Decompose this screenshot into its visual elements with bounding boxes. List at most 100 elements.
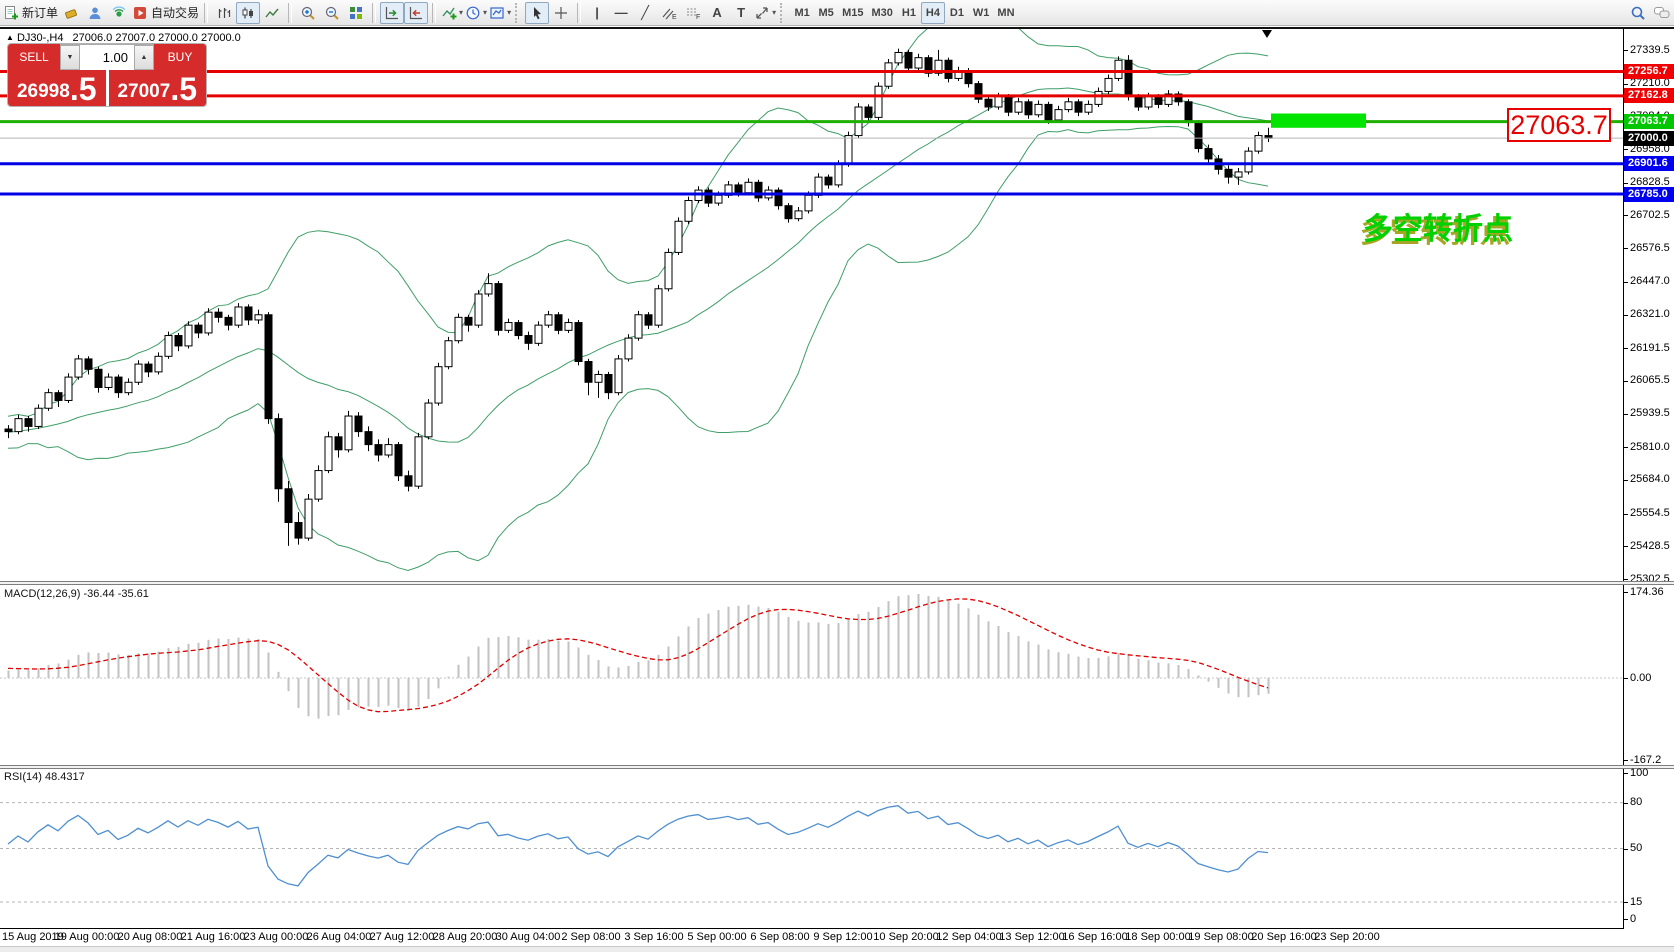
horizontal-line-button[interactable]: — [609, 2, 633, 24]
macd-axis[interactable]: 174.36 0.00 -167.2 [1623, 585, 1674, 766]
indicators-button[interactable]: ▾ [440, 2, 464, 24]
volume-spinner: ▼ 1.00 ▲ [60, 44, 154, 70]
tf-h4-button[interactable]: H4 [920, 1, 945, 24]
collapse-trade-panel-icon[interactable]: ▲ [6, 33, 14, 42]
panel-splitter[interactable] [0, 581, 1674, 585]
buy-button[interactable]: BUY [154, 44, 206, 70]
vertical-line-button[interactable]: | [585, 2, 609, 24]
tile-windows-button[interactable] [344, 2, 368, 24]
autotrading-button[interactable]: 自动交易 [131, 2, 200, 24]
zoom-in-button[interactable] [296, 2, 320, 24]
time-label: 3 Sep 16:00 [624, 931, 684, 943]
tf-h1-button[interactable]: H1 [901, 6, 916, 19]
line-chart-button[interactable] [260, 2, 284, 24]
market-icon [87, 5, 103, 21]
tf-m1-button[interactable]: M1 [794, 6, 810, 19]
fibonacci-icon: F [685, 5, 701, 21]
tf-w1-button[interactable]: W1 [972, 6, 990, 19]
price-tick-label: 26191.5 [1630, 341, 1670, 354]
macd-panel[interactable] [0, 586, 1623, 764]
market-button[interactable] [83, 2, 107, 24]
volume-input[interactable]: 1.00 [80, 45, 134, 70]
sell-button[interactable]: SELL [8, 44, 60, 70]
text-button[interactable]: A [705, 2, 729, 24]
time-label: 28 Aug 20:00 [432, 931, 498, 943]
time-label: 30 Aug 04:00 [495, 931, 561, 943]
search-button[interactable] [1626, 2, 1650, 24]
toolbar-separator [204, 2, 209, 23]
horizontal-line-icon: — [614, 5, 628, 20]
axis-tick [1624, 760, 1628, 761]
templates-button[interactable]: ▾ [488, 2, 512, 24]
candlestick-chart-button[interactable] [236, 1, 261, 24]
rsi-axis[interactable]: 100 80 50 15 0 [1623, 767, 1674, 929]
toolbar-grip [780, 2, 787, 23]
axis-tick [1624, 802, 1628, 804]
chart-shift-button[interactable] [404, 1, 429, 24]
volume-increase-button[interactable]: ▲ [134, 45, 154, 70]
price-axis[interactable]: 27339.527210.027084.026958.026828.526702… [1623, 29, 1674, 585]
new-order-button[interactable]: 新订单 [2, 2, 59, 24]
support-line-2-tag: 26785.0 [1624, 186, 1674, 202]
tf-m30-button[interactable]: M30 [871, 6, 893, 19]
axis-tick [1624, 248, 1628, 250]
candles [4, 48, 1273, 546]
signals-button[interactable] [107, 2, 131, 24]
tf-d1-button[interactable]: D1 [949, 6, 964, 19]
fibonacci-button[interactable]: F [681, 2, 705, 24]
panel-border [0, 928, 1623, 929]
support-line-1-tag: 26901.6 [1624, 156, 1674, 172]
volume-decrease-button[interactable]: ▼ [60, 45, 80, 70]
trendline-button[interactable]: ╱ [633, 2, 657, 24]
metaeditor-icon [63, 5, 79, 21]
toolbar-grip [515, 2, 522, 23]
rsi-axis-label: 15 [1630, 895, 1643, 908]
time-label: 9 Sep 12:00 [813, 931, 873, 943]
search-icon [1630, 5, 1646, 21]
auto-scroll-button[interactable] [380, 1, 405, 24]
periods-button[interactable]: ▾ [464, 2, 488, 24]
panel-splitter[interactable] [0, 765, 1674, 769]
chart-canvas [0, 29, 1623, 572]
price-tick-label: 27210.0 [1630, 77, 1670, 90]
tf-m5-button[interactable]: M5 [818, 6, 834, 19]
current-price-line-tag: 27000.0 [1624, 130, 1674, 146]
price-tick-label: 26065.5 [1630, 374, 1670, 387]
metaeditor-button[interactable] [59, 2, 83, 24]
arrows-icon [754, 5, 770, 21]
text-label-button[interactable]: T [729, 2, 753, 24]
buy-price-pip: .5 [170, 71, 198, 106]
sell-price-panel[interactable]: 26998.5 [8, 70, 106, 106]
svg-text:F: F [696, 14, 700, 21]
turning-point-annotation[interactable]: 多空转折点 [1363, 213, 1513, 246]
macd-axis-label: 0.00 [1630, 671, 1652, 684]
channel-button[interactable]: E [657, 2, 681, 24]
tf-mn-button[interactable]: MN [997, 6, 1015, 19]
cursor-button[interactable] [525, 1, 550, 24]
tf-m15-button[interactable]: M15 [842, 6, 864, 19]
buy-price-panel[interactable]: 27007.5 [108, 70, 206, 106]
line-chart-icon [264, 5, 280, 21]
autotrading-icon [132, 5, 148, 21]
time-label: 27 Aug 12:00 [369, 931, 435, 943]
vertical-line-icon: | [595, 5, 599, 20]
trendline-icon: ╱ [641, 5, 649, 20]
price-tick-label: 26702.5 [1630, 208, 1670, 221]
arrows-button[interactable]: ▾ [753, 2, 777, 24]
price-callout-label[interactable]: 27063.7 [1507, 108, 1611, 142]
time-axis[interactable]: 15 Aug 2019 19 Aug 00:00 20 Aug 08:00 21 Au… [0, 929, 1674, 946]
chat-button[interactable] [1650, 2, 1674, 24]
main-chart-panel[interactable]: ▲ DJ30-,H4 27006.0 27007.0 27000.0 27000… [0, 29, 1623, 581]
resistance-line-1-tag: 27256.7 [1624, 64, 1674, 79]
tile-windows-icon [348, 5, 364, 21]
rsi-panel[interactable] [0, 769, 1623, 928]
axis-tick [1624, 447, 1628, 449]
zoom-out-button[interactable] [320, 2, 344, 24]
highlight-rectangle[interactable] [1271, 113, 1366, 128]
macd-axis-label: 174.36 [1630, 585, 1664, 598]
buy-price: 27007 [117, 81, 171, 102]
crosshair-icon [553, 5, 569, 21]
crosshair-button[interactable] [549, 2, 573, 24]
bar-chart-button[interactable] [212, 2, 236, 24]
